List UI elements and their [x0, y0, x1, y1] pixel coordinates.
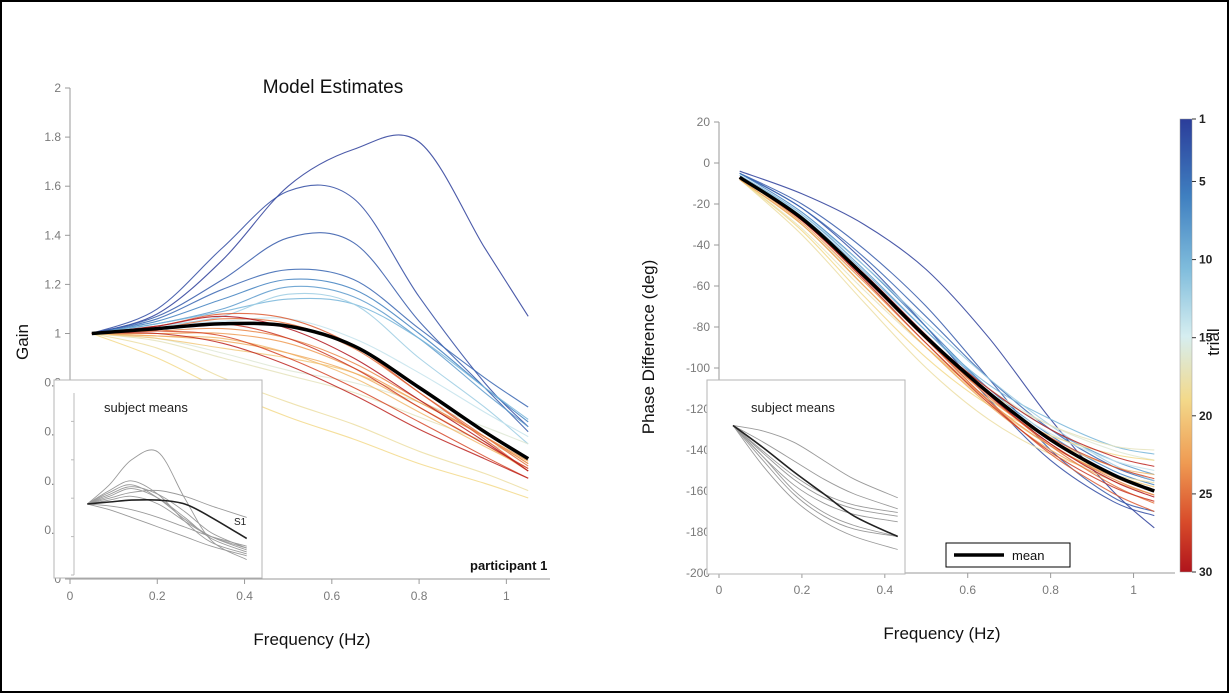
phase-y-tick-label: -160: [686, 484, 710, 498]
gain-y-tick-label: 1: [54, 327, 61, 341]
phase-trial-lines: [738, 170, 1155, 529]
gain-trial-10-line: [91, 297, 529, 420]
phase-x-tick-label: 0.8: [1042, 583, 1059, 597]
phase-y-tick-label: -200: [686, 566, 710, 580]
gain-x-tick-label: 0: [67, 589, 74, 603]
gain-x-tick-label: 0.4: [236, 589, 253, 603]
phase-inset-lines: [732, 424, 899, 550]
phase-panel: Phase Difference (deg) Frequency (Hz) 20…: [639, 115, 1175, 643]
gain-trial-1-line: [91, 134, 529, 335]
phase-y-tick-label: -140: [686, 443, 710, 457]
phase-y-tick-label: -100: [686, 361, 710, 375]
gain-inset-subject-line: [87, 449, 247, 560]
phase-x-tick-label: 0: [716, 583, 723, 597]
phase-inset-subject-line: [732, 425, 898, 510]
legend-mean-label: mean: [1012, 548, 1045, 563]
phase-mean-line: [738, 175, 1155, 493]
gain-inset-axes: [71, 393, 75, 576]
phase-inset-subject-line: [732, 425, 898, 499]
phase-trial-4-line: [739, 172, 1155, 482]
colorbar-tick-label: 25: [1199, 487, 1213, 501]
gain-y-axis-label: Gain: [13, 324, 32, 360]
phase-x-tick-label: 1: [1130, 583, 1137, 597]
phase-inset-subject-line: [732, 425, 898, 537]
gain-inset-subject-line: [87, 486, 247, 549]
gain-x-tick-label: 0.6: [323, 589, 340, 603]
gain-inset-subject-line: [87, 488, 247, 553]
phase-x-tick-label: 0.6: [959, 583, 976, 597]
gain-inset-lines: [87, 449, 248, 560]
colorbar-tick-label: 5: [1199, 174, 1206, 188]
gain-trial-29-line: [91, 332, 529, 479]
phase-y-tick-label: -40: [693, 238, 711, 252]
gain-inset-subject-line: [87, 495, 247, 549]
gain-y-tick-label: 1.4: [44, 228, 61, 242]
phase-inset-subject-line: [732, 425, 898, 513]
gain-x-axis-label: Frequency (Hz): [253, 630, 370, 649]
phase-inset-subject-line: [732, 425, 898, 517]
gain-trial-3-line: [91, 232, 529, 433]
gain-y-tick-label: 2: [54, 81, 61, 95]
gain-y-tick-label: 1.8: [44, 130, 61, 144]
phase-y-axis-label: Phase Difference (deg): [639, 260, 658, 435]
gain-inset-title: subject means: [104, 400, 188, 415]
phase-inset-subject-line: [732, 425, 898, 523]
gain-inset-highlight-line: [87, 498, 248, 540]
phase-y-tick-label: -180: [686, 525, 710, 539]
phase-y-tick-label: -60: [693, 279, 711, 293]
phase-inset-subject-line: [732, 425, 898, 550]
gain-x-tick-label: 0.2: [149, 589, 166, 603]
colorbar-tick-label: 1: [1199, 112, 1206, 126]
gain-trial-lines: [91, 134, 530, 499]
gain-trial-18-line: [91, 332, 529, 492]
phase-inset-title: subject means: [751, 400, 835, 415]
gain-chart-title: Model Estimates: [263, 77, 403, 98]
gain-trial-30-line: [91, 315, 529, 472]
gain-x-tick-label: 1: [503, 589, 510, 603]
inset-s1-label: S1: [234, 517, 247, 528]
colorbar-tick-label: 10: [1199, 253, 1213, 267]
gain-inset-subject-line: [87, 489, 247, 518]
gain-panel: Model Estimates Gain Frequency (Hz) 0 0.2…: [13, 77, 550, 649]
phase-inset-highlight-line: [732, 424, 899, 538]
gain-trial-4-line: [91, 268, 529, 408]
gain-y-tick-label: 1.2: [44, 277, 61, 291]
phase-axes: 20 0 -20 -40 -60 -80 -100 -120 -140 -160 -180 -200 0…: [686, 115, 1175, 597]
phase-y-tick-label: -20: [693, 197, 711, 211]
colorbar-label: trial: [1204, 328, 1223, 355]
phase-x-tick-label: 0.2: [794, 583, 811, 597]
phase-inset-box: [706, 379, 906, 575]
phase-y-tick-label: -120: [686, 402, 710, 416]
gain-inset-subject-line: [87, 503, 247, 557]
phase-x-axis-label: Frequency (Hz): [883, 624, 1000, 643]
phase-trial-3-line: [739, 172, 1155, 513]
phase-y-tick-label: 20: [697, 115, 711, 129]
gain-trial-2-line: [91, 184, 529, 428]
gain-x-tick-label: 0.8: [411, 589, 428, 603]
colorbar-tick-label: 20: [1199, 409, 1213, 423]
phase-y-tick-label: -80: [693, 320, 711, 334]
gain-y-tick-label: 0: [54, 572, 61, 586]
phase-y-tick-label: 0: [703, 156, 710, 170]
phase-trial-22-line: [739, 178, 1155, 496]
phase-x-tick-label: 0.4: [876, 583, 893, 597]
colorbar-gradient: [1179, 118, 1193, 573]
gain-y-tick-label: 1.6: [44, 179, 61, 193]
gain-trial-19-line: [91, 332, 529, 499]
colorbar-tick-label: 15: [1199, 331, 1213, 345]
gain-mean-line: [91, 321, 530, 461]
phase-trial-12-line: [739, 174, 1155, 482]
colorbar-tick-label: 30: [1199, 565, 1213, 579]
participant-label: participant 1: [470, 558, 547, 573]
phase-trial-6-line: [739, 172, 1155, 486]
gain-trial-27-line: [91, 330, 529, 479]
